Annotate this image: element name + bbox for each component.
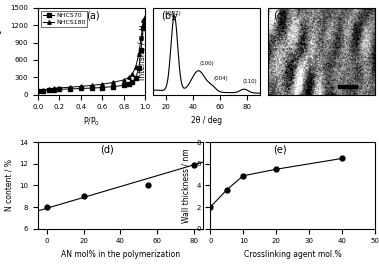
NHCS70 [100, 86, 105, 89]
NHCS180 [68, 86, 72, 89]
NHCS70 [46, 89, 51, 92]
NHCS180 [57, 86, 62, 90]
NHCS180 [52, 87, 56, 90]
NHCS180 [139, 36, 143, 40]
NHCS70 [122, 84, 126, 87]
Y-axis label: Wall thickness / nm: Wall thickness / nm [182, 148, 191, 223]
NHCS70 [41, 89, 45, 92]
NHCS70 [143, 24, 147, 27]
NHCS180 [78, 85, 83, 88]
X-axis label: 2θ / deg: 2θ / deg [191, 116, 222, 125]
Y-axis label: Volume / cc g$^{-1}$: Volume / cc g$^{-1}$ [0, 20, 5, 82]
NHCS70 [52, 88, 56, 92]
NHCS70 [68, 87, 72, 90]
NHCS180 [46, 88, 51, 91]
NHCS180 [141, 19, 146, 22]
Text: (e): (e) [273, 145, 287, 155]
NHCS180 [136, 53, 141, 56]
NHCS180 [143, 16, 147, 19]
Line: NHCS180: NHCS180 [36, 15, 147, 93]
NHCS70 [130, 80, 135, 84]
NHCS70 [139, 48, 143, 51]
NHCS180 [41, 88, 45, 92]
X-axis label: Crosslinking agent mol.%: Crosslinking agent mol.% [244, 250, 341, 259]
Line: NHCS70: NHCS70 [36, 24, 147, 93]
Y-axis label: Intensity / a. u.: Intensity / a. u. [138, 22, 147, 80]
Text: (002): (002) [167, 11, 182, 15]
X-axis label: AN mol% in the polymerization: AN mol% in the polymerization [61, 250, 180, 259]
NHCS70 [78, 87, 83, 90]
NHCS70 [133, 76, 138, 80]
Text: (110): (110) [243, 79, 258, 84]
NHCS70 [136, 66, 141, 70]
NHCS70 [111, 85, 115, 88]
NHCS70 [89, 86, 94, 90]
Text: (100): (100) [200, 61, 215, 66]
Text: (004): (004) [213, 76, 228, 81]
NHCS70 [127, 82, 132, 85]
NHCS180 [36, 89, 40, 92]
NHCS180 [100, 82, 105, 86]
NHCS180 [133, 65, 138, 68]
Text: (d): (d) [100, 145, 114, 155]
NHCS180 [122, 78, 126, 81]
NHCS180 [111, 81, 115, 84]
Y-axis label: N content / %: N content / % [5, 160, 14, 211]
NHCS180 [89, 84, 94, 87]
Text: (a): (a) [86, 11, 100, 20]
Bar [338, 85, 357, 88]
NHCS70 [36, 90, 40, 93]
NHCS180 [130, 72, 135, 75]
NHCS70 [141, 27, 146, 30]
Text: (c): (c) [273, 11, 286, 20]
Legend: NHCS70, NHCS180: NHCS70, NHCS180 [41, 11, 87, 27]
Text: (b): (b) [161, 11, 175, 20]
X-axis label: P/P$_0$: P/P$_0$ [83, 116, 100, 128]
NHCS70 [57, 88, 62, 91]
NHCS180 [127, 76, 132, 79]
